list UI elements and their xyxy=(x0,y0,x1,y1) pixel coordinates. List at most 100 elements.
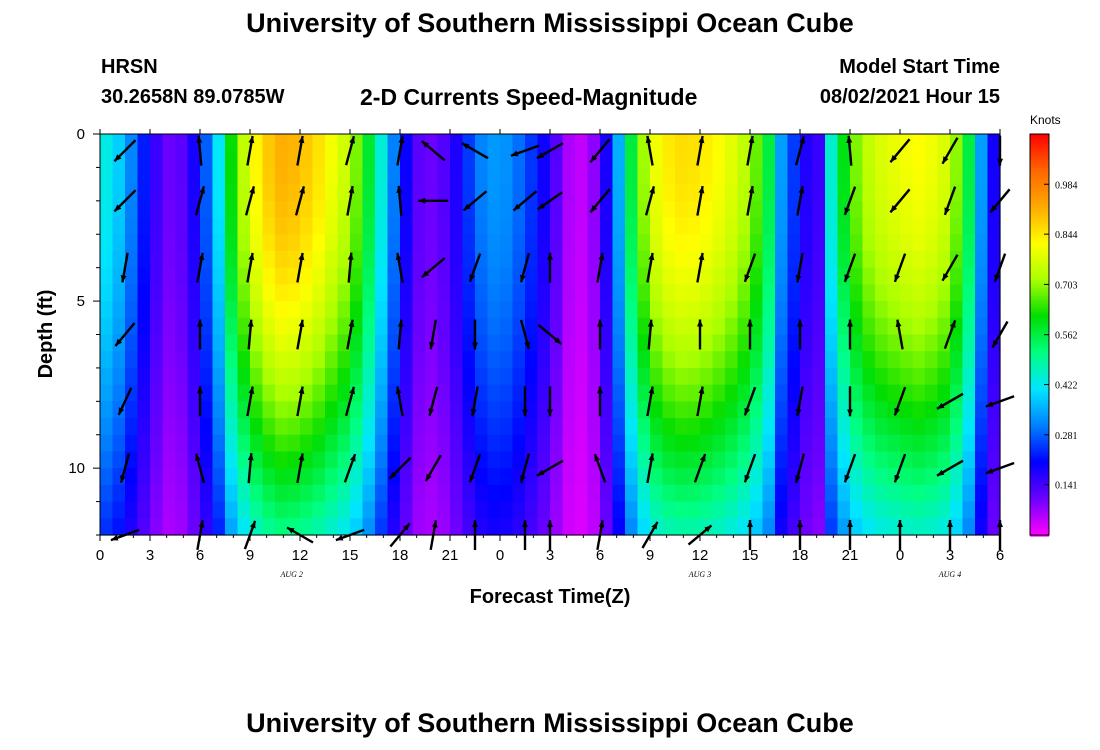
heatmap-cell xyxy=(900,351,914,369)
heatmap-cell xyxy=(262,334,276,352)
heatmap-cell xyxy=(137,501,151,519)
current-vector xyxy=(846,135,853,166)
heatmap-cell xyxy=(712,434,726,453)
heatmap-cell xyxy=(362,501,376,519)
colorbar-segment xyxy=(1030,504,1049,507)
heatmap-cell xyxy=(462,184,476,202)
heatmap-cell xyxy=(787,518,801,536)
heatmap-cell xyxy=(312,468,326,486)
heatmap-cell xyxy=(212,401,226,419)
heatmap-cell xyxy=(762,501,776,519)
heatmap-cell xyxy=(137,284,151,302)
heatmap-cell xyxy=(375,167,389,185)
heatmap-cell xyxy=(850,468,864,486)
heatmap-cell xyxy=(275,401,289,419)
heatmap-cell xyxy=(962,451,976,469)
colorbar-segment xyxy=(1030,528,1049,531)
heatmap-cell xyxy=(962,200,976,219)
heatmap-cell xyxy=(850,401,864,419)
heatmap-cell xyxy=(375,301,389,319)
heatmap-cell xyxy=(212,468,226,486)
heatmap-cell xyxy=(587,501,601,519)
heatmap-cell xyxy=(325,167,339,185)
current-vector xyxy=(941,254,959,282)
heatmap-cell xyxy=(175,468,189,486)
heatmap-cell xyxy=(962,234,976,252)
heatmap-cell xyxy=(825,200,839,219)
heatmap-cell xyxy=(787,351,801,369)
heatmap-cell xyxy=(825,150,839,169)
heatmap-cell xyxy=(137,184,151,202)
heatmap-cell xyxy=(737,134,751,152)
heatmap-cell xyxy=(362,234,376,252)
heatmap-cell xyxy=(750,167,764,185)
heatmap-cell xyxy=(950,451,964,469)
heatmap-cell xyxy=(300,301,314,319)
heatmap-cell xyxy=(237,217,251,235)
heatmap-cell xyxy=(550,150,564,169)
heatmap-cell xyxy=(150,484,164,503)
heatmap-cell xyxy=(137,468,151,486)
heatmap-cell xyxy=(650,418,664,436)
heatmap-cell xyxy=(762,367,776,386)
heatmap-cell xyxy=(225,484,239,503)
heatmap-cell xyxy=(825,418,839,436)
heatmap-cell xyxy=(637,250,651,269)
heatmap-cell xyxy=(475,518,489,536)
colorbar-segment xyxy=(1030,344,1049,347)
heatmap-cell xyxy=(487,301,501,319)
heatmap-cell xyxy=(675,284,689,302)
heatmap-cell xyxy=(225,167,239,185)
heatmap-cell xyxy=(287,184,301,202)
heatmap-cell xyxy=(150,184,164,202)
heatmap-cell xyxy=(537,167,551,185)
heatmap-cell xyxy=(412,317,426,336)
colorbar-segment xyxy=(1030,418,1049,421)
heatmap-cell xyxy=(450,234,464,252)
heatmap-cell xyxy=(312,284,326,302)
heatmap-cell xyxy=(900,434,914,453)
chart-title: University of Southern Mississippi Ocean… xyxy=(246,8,854,38)
current-vector xyxy=(746,185,755,216)
colorbar-segment xyxy=(1030,370,1049,373)
heatmap-cell xyxy=(887,301,901,319)
heatmap-cell xyxy=(162,150,176,169)
current-vector xyxy=(428,319,438,350)
heatmap-cell xyxy=(787,334,801,352)
heatmap-cell xyxy=(387,418,401,436)
heatmap-cell xyxy=(262,518,276,536)
heatmap-cell xyxy=(362,200,376,219)
current-vector xyxy=(519,319,531,350)
heatmap-cell xyxy=(187,184,201,202)
heatmap-cell xyxy=(100,184,114,202)
colorbar-segment xyxy=(1030,248,1049,251)
heatmap-cell xyxy=(375,367,389,386)
heatmap-cell xyxy=(487,351,501,369)
heatmap-cell xyxy=(262,468,276,486)
heatmap-cell xyxy=(775,234,789,252)
heatmap-cell xyxy=(437,484,451,503)
heatmap-cell xyxy=(437,301,451,319)
colorbar-segment xyxy=(1030,514,1049,517)
heatmap-cell xyxy=(500,167,514,185)
heatmap-cell xyxy=(425,150,439,169)
heatmap-cell xyxy=(887,501,901,519)
heatmap-cell xyxy=(200,134,214,152)
heatmap-cell xyxy=(825,351,839,369)
heatmap-cell xyxy=(812,150,826,169)
heatmap-cell xyxy=(537,384,551,402)
heatmap-cell xyxy=(125,484,139,503)
heatmap-cell xyxy=(500,267,514,285)
heatmap-cell xyxy=(675,250,689,269)
heatmap-cell xyxy=(200,267,214,285)
heatmap-cell xyxy=(662,284,676,302)
heatmap-cell xyxy=(525,434,539,453)
colorbar-segment xyxy=(1030,532,1049,535)
heatmap-cell xyxy=(100,200,114,219)
heatmap-cell xyxy=(987,518,1001,536)
heatmap-cell xyxy=(237,468,251,486)
heatmap-cell xyxy=(600,301,614,319)
colorbar-segment xyxy=(1030,172,1049,175)
heatmap-cell xyxy=(175,184,189,202)
colorbar-segment xyxy=(1030,474,1049,477)
